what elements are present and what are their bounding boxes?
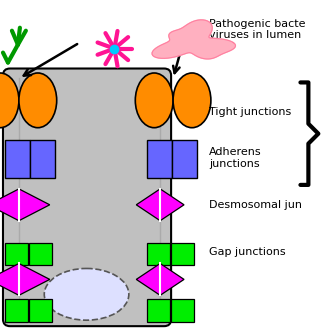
Polygon shape [19, 264, 50, 295]
Bar [29, 299, 52, 322]
Text: Tight junctions: Tight junctions [209, 107, 291, 117]
Polygon shape [136, 264, 160, 295]
Bar [5, 243, 28, 266]
Bar [5, 299, 28, 322]
Bar [30, 140, 55, 178]
Text: Adherens
junctions: Adherens junctions [209, 147, 262, 169]
FancyBboxPatch shape [3, 68, 171, 326]
Ellipse shape [19, 73, 57, 128]
Polygon shape [19, 189, 50, 221]
Polygon shape [160, 189, 184, 221]
Polygon shape [160, 264, 184, 295]
Bar [171, 299, 194, 322]
Ellipse shape [44, 269, 129, 320]
Bar [171, 243, 194, 266]
Bar [172, 140, 197, 178]
Ellipse shape [0, 73, 19, 128]
Bar [5, 140, 30, 178]
Bar [147, 140, 172, 178]
Polygon shape [136, 189, 160, 221]
Polygon shape [0, 264, 19, 295]
Text: Pathogenic bacte
viruses in lumen: Pathogenic bacte viruses in lumen [209, 19, 305, 41]
Text: Gap junctions: Gap junctions [209, 247, 286, 257]
Text: Desmosomal jun: Desmosomal jun [209, 200, 302, 210]
Bar [147, 243, 170, 266]
Polygon shape [152, 20, 235, 59]
Bar [147, 299, 170, 322]
Ellipse shape [173, 73, 211, 128]
Ellipse shape [135, 73, 173, 128]
Bar [29, 243, 52, 266]
Polygon shape [0, 189, 19, 221]
